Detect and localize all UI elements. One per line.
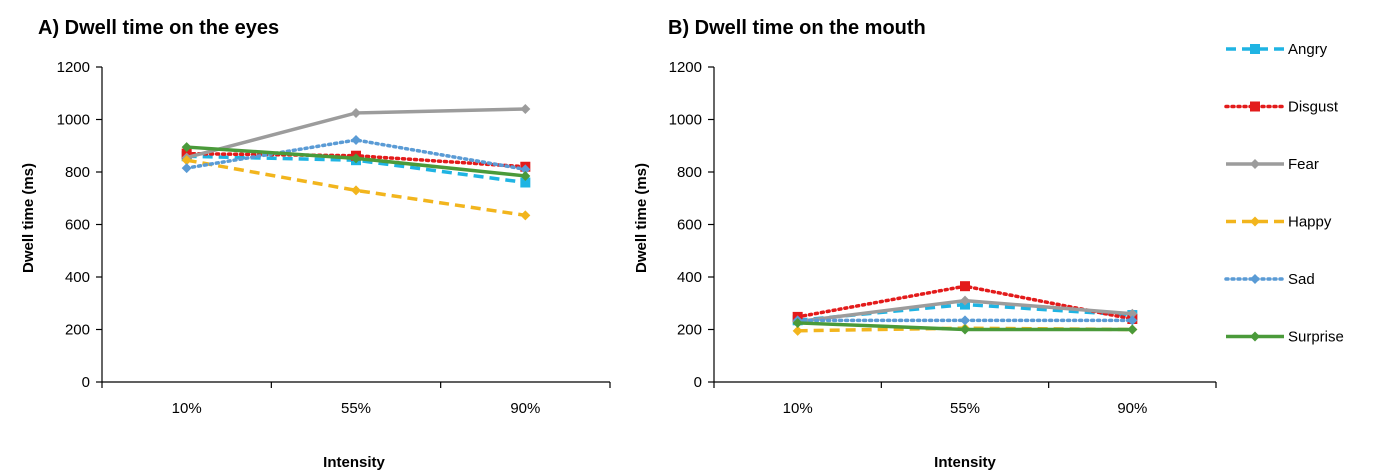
legend-label-fear: Fear: [1288, 156, 1319, 173]
panel-b-point-sad: [1127, 315, 1138, 326]
panel-a-y-tick-label: 0: [82, 374, 90, 391]
panel-a-point-surprise: [520, 170, 531, 181]
legend-marker-fear: [1250, 159, 1260, 169]
panel-a-y-tick-label: 200: [65, 322, 90, 339]
legend-label-surprise: Surprise: [1288, 329, 1344, 346]
panel-b-point-surprise: [1127, 324, 1138, 335]
panel-a-title: A) Dwell time on the eyes: [38, 17, 279, 39]
panel-b-title: B) Dwell time on the mouth: [668, 17, 926, 39]
legend-item-happy: Happy: [1226, 214, 1332, 231]
panel-a-y-axis-label: Dwell time (ms): [20, 163, 37, 273]
panel-a-point-sad: [351, 134, 361, 145]
panel-a-point-happy: [351, 185, 361, 196]
panel-b-point-disgust: [960, 281, 970, 292]
panel-b-y-tick-label: 600: [677, 217, 702, 234]
legend-marker-surprise: [1250, 331, 1260, 342]
legend-item-surprise: Surprise: [1226, 329, 1344, 346]
panel-a-series-happy: [181, 155, 531, 221]
panel-a-x-tick-label: 10%: [172, 400, 202, 417]
panel-a-y-tick-label: 600: [65, 217, 90, 234]
panel-a-y-tick-label: 400: [65, 269, 90, 286]
legend-label-disgust: Disgust: [1288, 99, 1339, 116]
panel-a-point-fear: [351, 107, 361, 118]
panel-b-y-tick-label: 200: [677, 322, 702, 339]
panel-a-x-axis-label: Intensity: [323, 454, 385, 471]
legend-label-sad: Sad: [1288, 271, 1315, 288]
panel-b-y-tick-label: 800: [677, 164, 702, 181]
legend-marker-happy: [1250, 216, 1260, 227]
panel-a-series-surprise: [181, 142, 531, 181]
panel-b-y-tick-label: 1200: [669, 59, 702, 76]
legend-label-happy: Happy: [1288, 214, 1332, 231]
panel-b-series-surprise: [792, 317, 1138, 335]
panel-a-series-line-happy: [186, 158, 526, 218]
panel-a-point-fear: [520, 104, 531, 114]
panel-a-series-fear: [181, 104, 531, 163]
panel-a-point-happy: [520, 210, 531, 221]
panel-a-point-surprise: [351, 153, 361, 164]
panel-a-plot: 0 200 400 600 800 1000 1200 10% 55% 90%: [57, 59, 611, 417]
panel-a-series-sad: [181, 134, 531, 175]
panel-b-point-fear: [1127, 308, 1138, 319]
panel-a-point-happy: [181, 155, 192, 166]
panel-b-x-tick-label: 10%: [783, 400, 813, 417]
legend-marker-sad: [1250, 274, 1260, 284]
panel-b-y-tick-label: 1000: [669, 112, 702, 129]
panel-b-x-tick-label: 55%: [950, 400, 980, 417]
panel-b-x-tick-label: 90%: [1117, 400, 1147, 417]
panel-a-x-tick-label: 55%: [341, 400, 371, 417]
panel-b-point-surprise: [792, 317, 803, 328]
legend-marker-disgust: [1250, 101, 1260, 112]
legend-label-angry: Angry: [1288, 41, 1328, 58]
panel-b-y-tick-label: 400: [677, 269, 702, 286]
panel-b-point-happy: [792, 325, 803, 336]
panel-b: B) Dwell time on the mouth Dwell time (m…: [633, 17, 1217, 471]
panel-a-point-sad: [520, 164, 531, 175]
panel-a-point-surprise: [181, 142, 192, 153]
legend-item-disgust: Disgust: [1224, 99, 1339, 116]
panel-a: A) Dwell time on the eyes Dwell time (ms…: [20, 17, 611, 471]
legend-marker-angry: [1250, 44, 1260, 54]
legend-item-fear: Fear: [1226, 156, 1319, 173]
panel-a-y-tick-label: 1200: [57, 59, 90, 76]
panel-b-plot: 0 200 400 600 800 1000 1200 10% 55% 90%: [669, 59, 1217, 417]
panel-b-y-axis-label: Dwell time (ms): [633, 163, 650, 273]
panel-b-point-sad: [960, 315, 970, 326]
legend-item-angry: Angry: [1226, 41, 1328, 58]
panel-a-point-sad: [181, 163, 192, 174]
legend: Angry Disgust Fear Happy Sad Surprise: [1224, 41, 1344, 346]
panel-a-y-tick-label: 800: [65, 164, 90, 181]
panel-b-point-fear: [960, 295, 970, 306]
panel-a-x-tick-label: 90%: [510, 400, 540, 417]
panel-b-point-surprise: [960, 324, 970, 335]
panel-b-y-tick-label: 0: [694, 374, 702, 391]
legend-item-sad: Sad: [1224, 271, 1315, 288]
panel-b-x-axis-label: Intensity: [934, 454, 996, 471]
panel-a-y-tick-label: 1000: [57, 112, 90, 129]
panel-a-point-angry: [520, 177, 531, 188]
